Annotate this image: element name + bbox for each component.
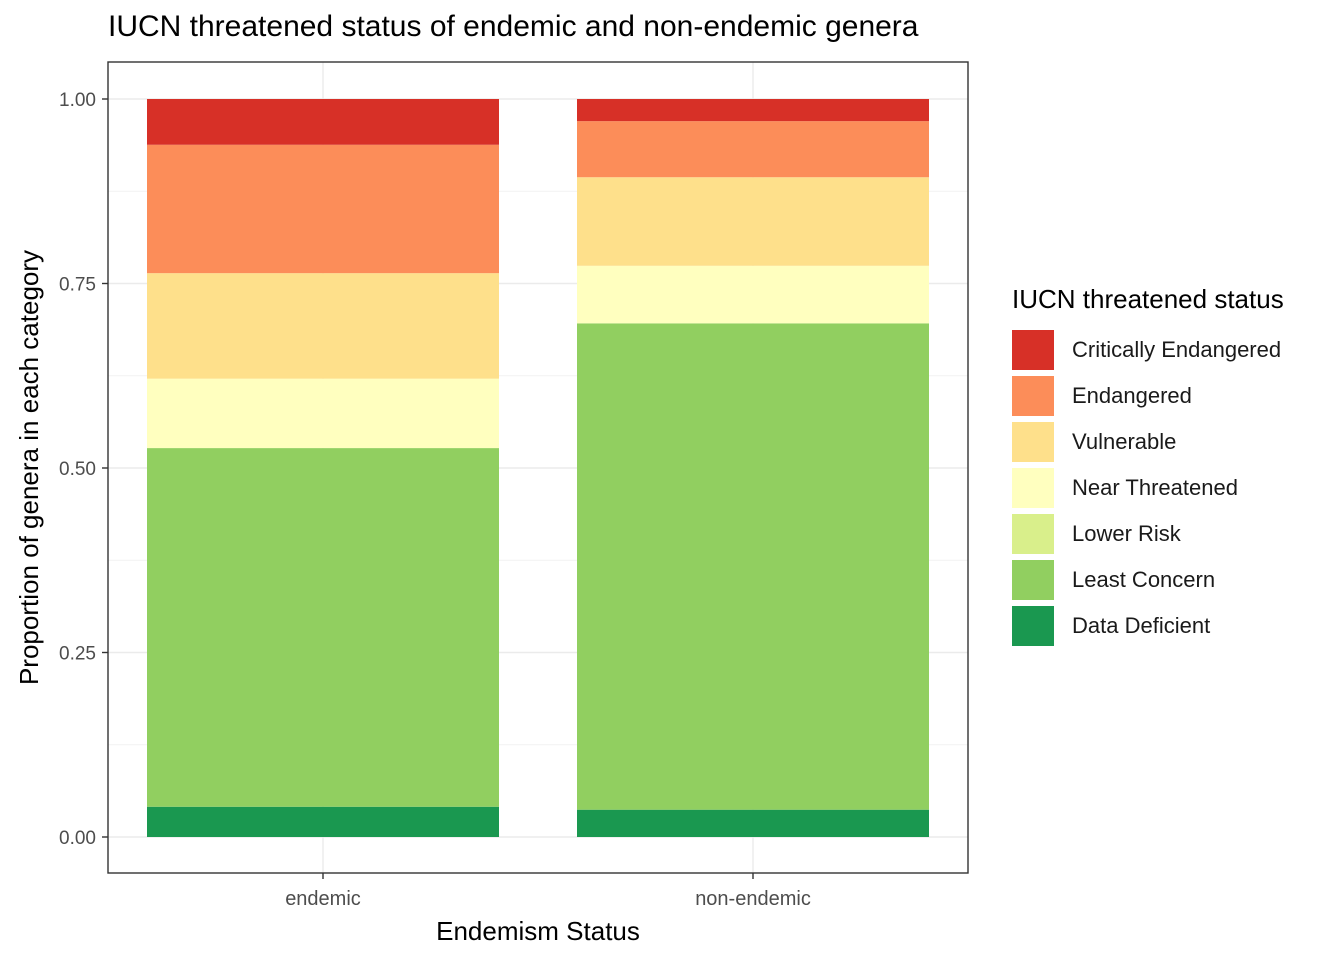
legend-key [1012, 330, 1054, 370]
y-tick-label: 0.75 [59, 275, 96, 296]
bar-segment-non-endemic-least-concern [577, 323, 929, 810]
y-tick-label: 0.50 [59, 459, 96, 480]
bar-segment-endemic-near-threatened [147, 378, 499, 449]
x-axis-title: Endemism Status [436, 916, 640, 946]
legend-label: Critically Endangered [1072, 337, 1282, 362]
legend-item: Data Deficient [1012, 603, 1284, 649]
legend-label: Least Concern [1072, 567, 1216, 592]
legend-key [1012, 422, 1054, 462]
legend-item: Endangered [1012, 373, 1284, 419]
legend-item: Least Concern [1012, 557, 1284, 603]
bar-segment-endemic-critically-endangered [147, 99, 499, 145]
y-tick-label: 1.00 [59, 90, 96, 111]
legend-key [1012, 376, 1054, 416]
y-tick-label: 0.00 [59, 828, 96, 849]
legend-items: Critically Endangered Endangered Vulnerabl… [1012, 327, 1284, 649]
y-tick-label: 0.25 [59, 644, 96, 665]
bar-segment-non-endemic-near-threatened [577, 265, 929, 324]
legend-item: Near Threatened [1012, 465, 1284, 511]
legend: IUCN threatened status Critically Endang… [1012, 284, 1284, 649]
legend-item: Critically Endangered [1012, 327, 1284, 373]
y-axis-title: Proportion of genera in each category [14, 250, 44, 685]
x-tick-label: endemic [285, 888, 361, 910]
bar-segment-endemic-endangered [147, 144, 499, 274]
legend-label: Vulnerable [1072, 429, 1177, 454]
bar-segment-non-endemic-critically-endangered [577, 99, 929, 122]
legend-title: IUCN threatened status [1012, 284, 1284, 314]
x-tick-label: non-endemic [695, 888, 811, 910]
legend-label: Lower Risk [1072, 521, 1181, 546]
legend-key [1012, 468, 1054, 508]
legend-key [1012, 560, 1054, 600]
legend-key [1012, 606, 1054, 646]
legend-key [1012, 514, 1054, 554]
bar-segment-non-endemic-vulnerable [577, 177, 929, 266]
chart-title: IUCN threatened status of endemic and no… [108, 10, 919, 43]
legend-label: Data Deficient [1072, 613, 1211, 638]
bar-segment-endemic-data-deficient [147, 806, 499, 837]
bar-segment-endemic-vulnerable [147, 273, 499, 379]
bar-segment-non-endemic-data-deficient [577, 809, 929, 837]
legend-item: Vulnerable [1012, 419, 1284, 465]
legend-label: Near Threatened [1072, 475, 1238, 500]
legend-item: Lower Risk [1012, 511, 1284, 557]
legend-label: Endangered [1072, 383, 1192, 408]
bar-segment-non-endemic-endangered [577, 121, 929, 178]
bar-segment-endemic-least-concern [147, 448, 499, 807]
